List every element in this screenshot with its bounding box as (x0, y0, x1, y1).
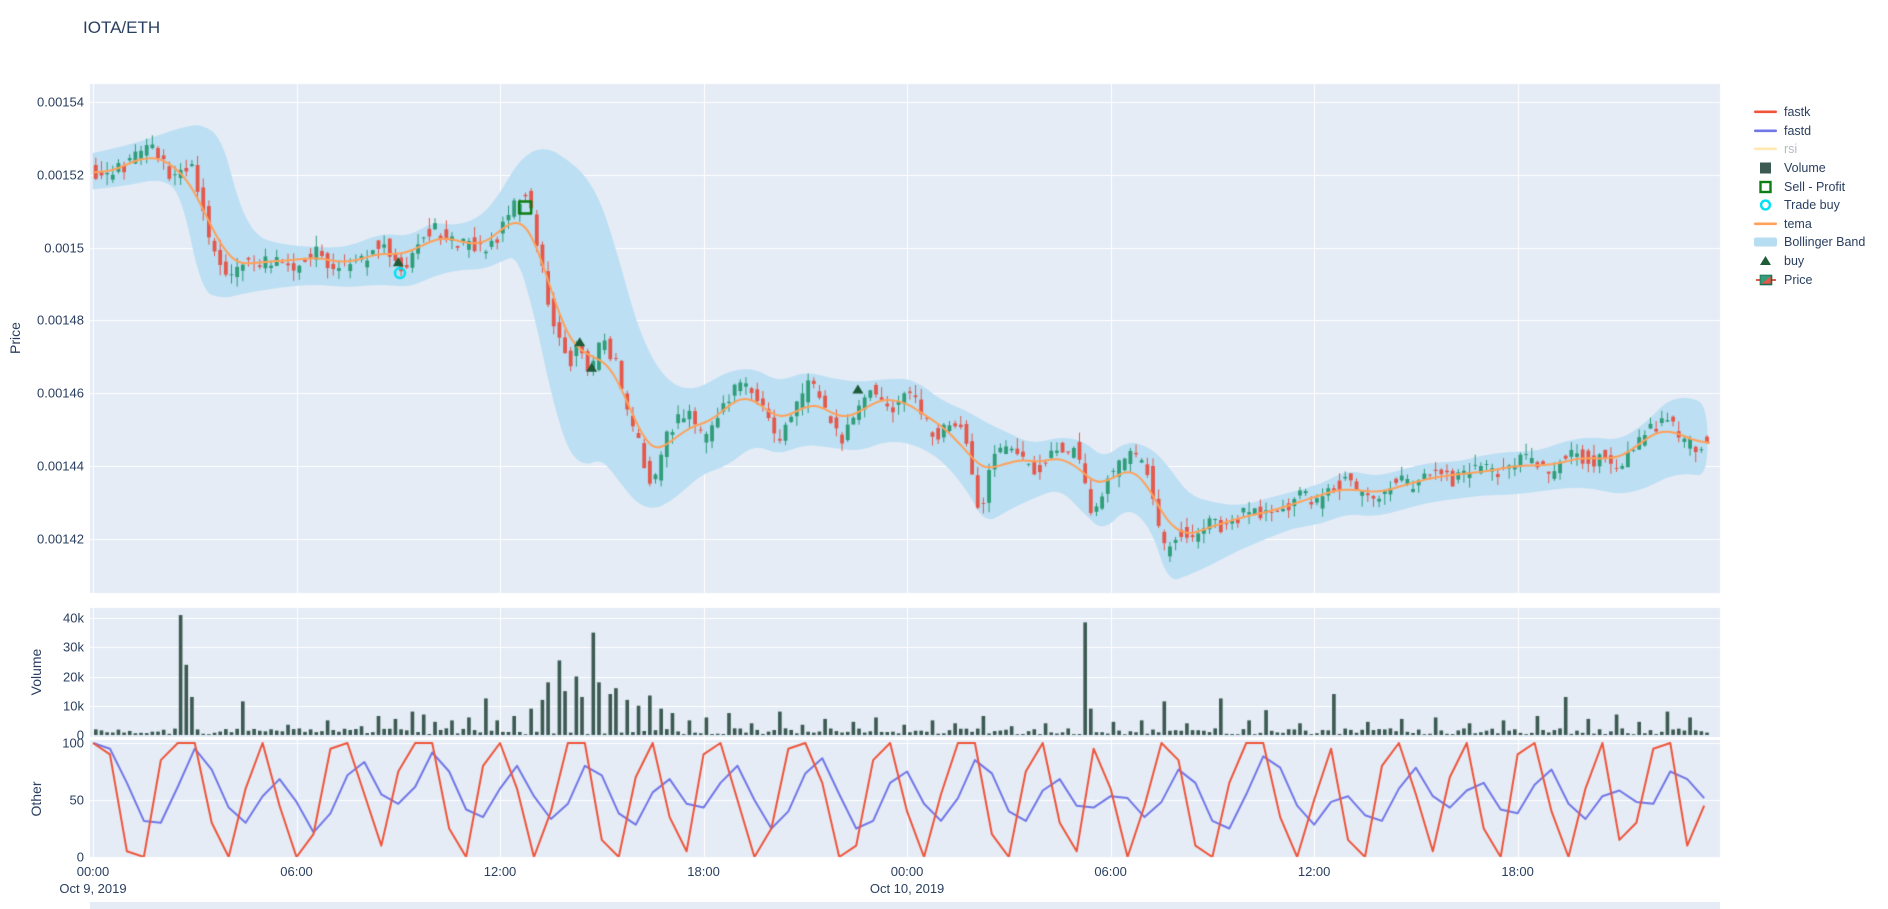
legend-item-fastk[interactable]: fastk (1753, 103, 1865, 122)
legend-item-rsi[interactable]: rsi (1753, 140, 1865, 159)
legend-item-label: tema (1784, 216, 1812, 231)
band-legend-swatch-icon (1753, 235, 1779, 249)
x-tick-18:00: 18:00 (687, 864, 720, 879)
other-tick-50: 50 (69, 792, 84, 808)
volume-axis-title: Volume (28, 648, 44, 696)
square-open-legend-swatch-icon (1753, 180, 1779, 194)
circle-open-legend-swatch-icon (1753, 198, 1779, 212)
other-tick-100: 100 (62, 735, 84, 751)
legend-item-label: Price (1784, 272, 1813, 287)
volume-tick-40k: 40k (63, 610, 84, 626)
line-legend-swatch-icon (1753, 142, 1779, 156)
legend-item-tema[interactable]: tema (1753, 215, 1865, 234)
legend: fastk fastd rsi Volume Sell - Profit Trade bu… (1753, 103, 1865, 289)
x-date-Oct-10-2019: Oct 10, 2019 (869, 881, 945, 896)
price-tick-0.00144: 0.00144 (37, 458, 84, 474)
price-tick-0.0015: 0.0015 (44, 240, 84, 256)
candle-legend-swatch-icon (1753, 273, 1779, 287)
x-tick-06:00: 06:00 (1094, 864, 1127, 879)
price-tick-0.00148: 0.00148 (37, 312, 84, 328)
legend-item-label: fastk (1784, 105, 1811, 120)
legend-item-fastd[interactable]: fastd (1753, 122, 1865, 141)
x-date-Oct-9-2019: Oct 9, 2019 (59, 881, 127, 896)
price-axis-title: Price (7, 322, 23, 354)
x-tick-00:00: 00:00 (890, 864, 924, 879)
legend-item-buy[interactable]: buy (1753, 252, 1865, 271)
legend-item-volume[interactable]: Volume (1753, 159, 1865, 178)
legend-item-sell-profit[interactable]: Sell - Profit (1753, 177, 1865, 196)
x-tick-00:00: 00:00 (76, 864, 110, 879)
x-tick-12:00: 12:00 (483, 864, 517, 879)
price-tick-0.00152: 0.00152 (37, 167, 84, 183)
legend-item-trade-buy[interactable]: Trade buy (1753, 196, 1865, 215)
other-axis-title: Other (28, 781, 44, 817)
price-tick-0.00146: 0.00146 (37, 385, 84, 401)
price-tick-0.00154: 0.00154 (37, 94, 84, 110)
volume-tick-30k: 30k (63, 639, 84, 655)
chart-title: IOTA/ETH (83, 18, 161, 37)
line-legend-swatch-icon (1753, 124, 1779, 138)
volume-tick-20k: 20k (63, 669, 84, 684)
triangle-legend-swatch-icon (1753, 254, 1779, 268)
volume-tick-10k: 10k (63, 698, 84, 714)
legend-item-label: Bollinger Band (1784, 235, 1866, 250)
x-tick-06:00: 06:00 (280, 864, 313, 879)
rangeslider-strip[interactable] (90, 902, 1720, 909)
legend-item-label: Sell - Profit (1784, 179, 1846, 194)
x-tick-18:00: 18:00 (1501, 864, 1534, 879)
legend-item-label: buy (1784, 254, 1805, 269)
legend-item-price[interactable]: Price (1753, 270, 1865, 289)
legend-item-bollinger-band[interactable]: Bollinger Band (1753, 233, 1865, 252)
square-legend-swatch-icon (1753, 161, 1779, 175)
line-legend-swatch-icon (1753, 217, 1779, 231)
legend-item-label: Trade buy (1784, 198, 1840, 213)
line-legend-swatch-icon (1753, 105, 1779, 119)
legend-item-label: rsi (1784, 142, 1798, 157)
other-tick-0: 0 (76, 849, 84, 865)
volume-tick-0: 0 (76, 727, 84, 743)
legend-item-label: fastd (1784, 123, 1812, 138)
x-tick-12:00: 12:00 (1297, 864, 1331, 879)
legend-item-label: Volume (1784, 161, 1826, 176)
price-tick-0.00142: 0.00142 (37, 531, 84, 547)
